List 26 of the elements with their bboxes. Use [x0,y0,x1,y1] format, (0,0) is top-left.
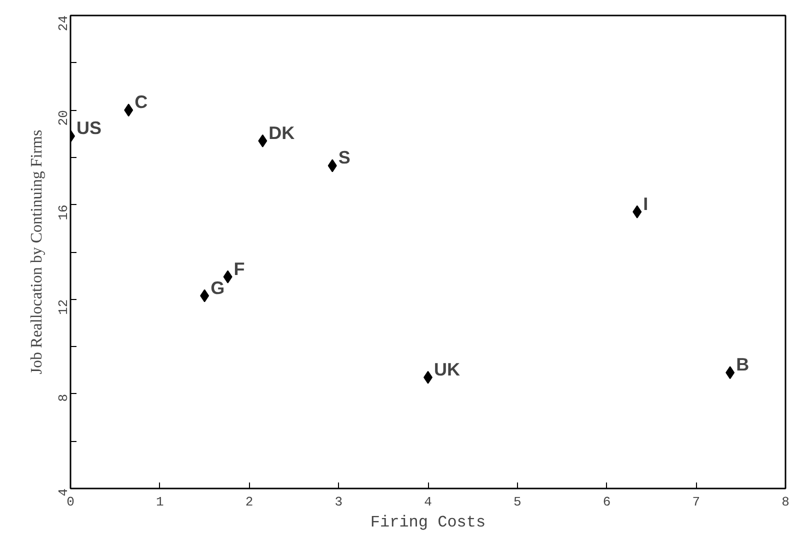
annotation: B [736,354,750,375]
annotation: DK [268,122,295,143]
annotation: US [76,118,102,138]
x-tick-label: 3 [334,494,343,510]
x-tick-label: 6 [602,494,611,510]
annotation: I [643,194,648,214]
y-tick-label: 20 [56,110,71,126]
annotation: UK [434,359,460,380]
y-tick-label: 16 [56,204,71,220]
y-tick-label: 8 [56,394,71,402]
x-tick-label: 0 [66,494,74,510]
y-axis-title: Job Reallocation by Continuing Firms [28,130,46,374]
x-tick-label: 8 [782,494,790,510]
y-tick-label: 4 [56,488,71,496]
annotation: C [134,92,148,112]
y-tick-label: 12 [56,299,71,315]
x-tick-label: 1 [156,494,164,510]
annotation: S [338,148,350,168]
x-tick-label: 7 [692,494,700,510]
x-axis-title: Firing Costs [370,514,486,532]
x-tick-label: 5 [513,494,522,510]
annotation: G [210,278,225,298]
annotation: F [234,258,245,279]
x-tick-label: 4 [424,494,432,510]
x-tick-label: 2 [245,494,254,510]
y-tick-label: 24 [56,15,71,32]
